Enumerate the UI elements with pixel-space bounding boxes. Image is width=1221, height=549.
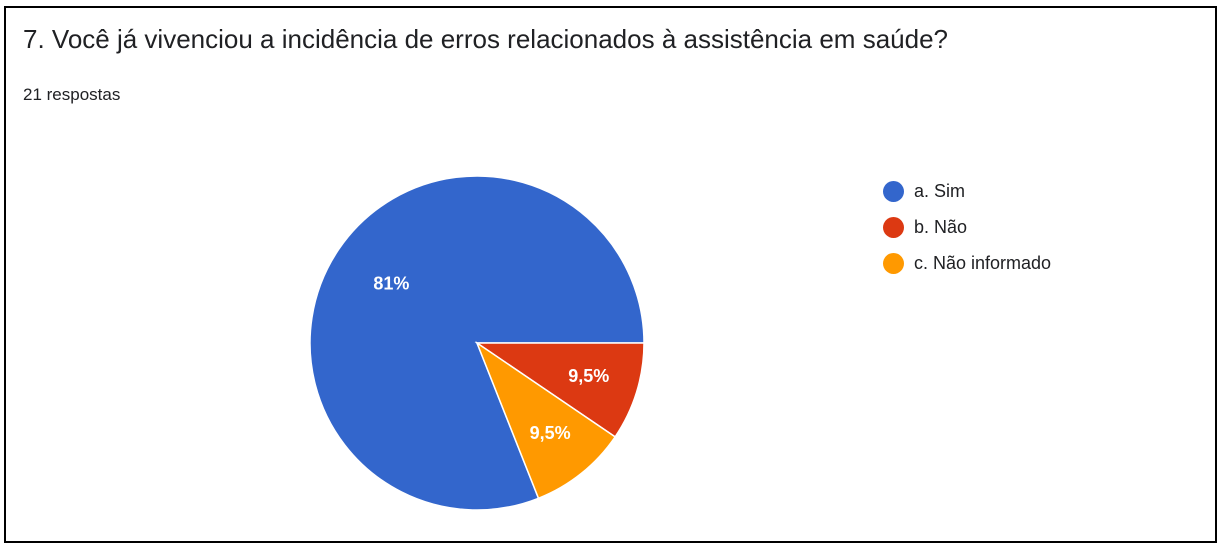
legend-label: c. Não informado — [914, 252, 1052, 273]
pie-slice[interactable] — [475, 341, 617, 500]
legend-item-sim[interactable]: a. Sim — [883, 173, 1051, 209]
pie-slice[interactable] — [474, 342, 645, 438]
legend-item-nao[interactable]: b. Não — [883, 209, 1051, 245]
chart-legend: a. Sim b. Não c. Não informado — [883, 173, 1051, 281]
legend-swatch — [883, 252, 904, 274]
legend-swatch — [883, 180, 904, 202]
pie-slice-label: 9,5% — [530, 423, 571, 443]
legend-label: b. Não — [914, 216, 968, 237]
legend-item-nao-informado[interactable]: c. Não informado — [883, 245, 1051, 281]
pie-slice-label: 81% — [373, 274, 409, 294]
legend-swatch — [883, 216, 904, 238]
pie-slice-label: 9,5% — [568, 366, 609, 386]
legend-label: a. Sim — [914, 180, 966, 201]
question-title: 7. Você já vivenciou a incidência de err… — [23, 24, 948, 54]
response-count: 21 respostas — [23, 85, 121, 104]
pie-slice[interactable] — [309, 175, 645, 511]
